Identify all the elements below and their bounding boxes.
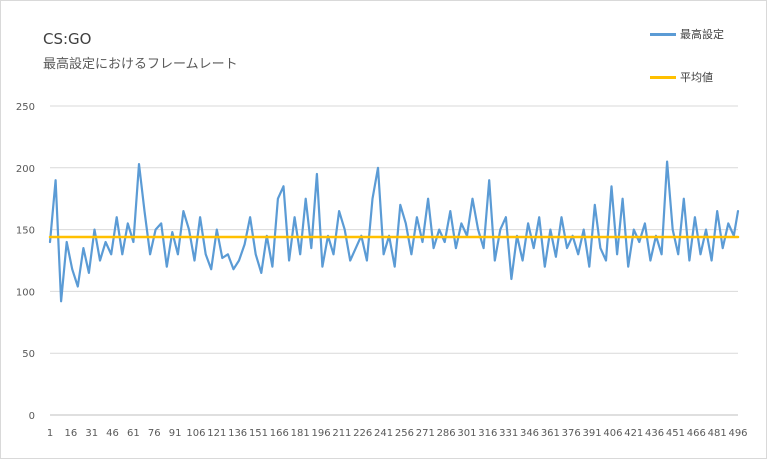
y-tick-label: 100 — [16, 287, 35, 298]
legend-label-series-2: 平均値 — [680, 71, 713, 84]
y-tick-label: 250 — [16, 102, 35, 113]
y-tick-label: 150 — [16, 226, 35, 237]
x-tick-label: 106 — [186, 428, 205, 439]
x-tick-label: 121 — [207, 428, 226, 439]
y-tick-label: 200 — [16, 164, 35, 175]
x-tick-label: 226 — [353, 428, 372, 439]
x-tick-label: 361 — [541, 428, 560, 439]
x-tick-label: 211 — [332, 428, 351, 439]
x-tick-label: 1 — [47, 428, 53, 439]
x-tick-label: 346 — [520, 428, 539, 439]
y-tick-label: 0 — [29, 411, 35, 422]
chart-title: CS:GO — [43, 30, 92, 48]
legend-label-series-1: 最高設定 — [680, 28, 724, 41]
x-tick-label: 76 — [148, 428, 161, 439]
x-tick-label: 496 — [728, 428, 747, 439]
x-tick-label: 181 — [291, 428, 310, 439]
x-tick-label: 31 — [85, 428, 98, 439]
x-tick-label: 331 — [499, 428, 518, 439]
x-tick-label: 421 — [624, 428, 643, 439]
x-tick-label: 376 — [562, 428, 581, 439]
x-tick-label: 136 — [228, 428, 247, 439]
x-tick-label: 46 — [106, 428, 119, 439]
x-tick-label: 151 — [249, 428, 268, 439]
legend-item-series-1: 最高設定 — [650, 26, 724, 42]
x-tick-label: 301 — [457, 428, 476, 439]
legend-item-series-2: 平均値 — [650, 69, 713, 85]
x-tick-label: 286 — [437, 428, 456, 439]
chart-subtitle: 最高設定におけるフレームレート — [43, 57, 238, 72]
x-tick-label: 481 — [708, 428, 727, 439]
x-tick-label: 61 — [127, 428, 140, 439]
x-tick-label: 466 — [687, 428, 706, 439]
legend-swatch-series-1 — [650, 32, 676, 36]
x-tick-label: 241 — [374, 428, 393, 439]
x-tick-label: 451 — [666, 428, 685, 439]
x-tick-label: 256 — [395, 428, 414, 439]
x-tick-label: 16 — [64, 428, 77, 439]
x-tick-label: 406 — [603, 428, 622, 439]
x-tick-label: 391 — [583, 428, 602, 439]
series-line-1 — [48, 160, 740, 303]
y-tick-label: 50 — [22, 349, 35, 360]
legend-swatch-series-2 — [650, 75, 676, 79]
x-tick-label: 166 — [270, 428, 289, 439]
x-tick-label: 436 — [645, 428, 664, 439]
x-tick-label: 196 — [311, 428, 330, 439]
x-tick-label: 91 — [169, 428, 182, 439]
x-tick-label: 316 — [478, 428, 497, 439]
x-tick-label: 271 — [416, 428, 435, 439]
